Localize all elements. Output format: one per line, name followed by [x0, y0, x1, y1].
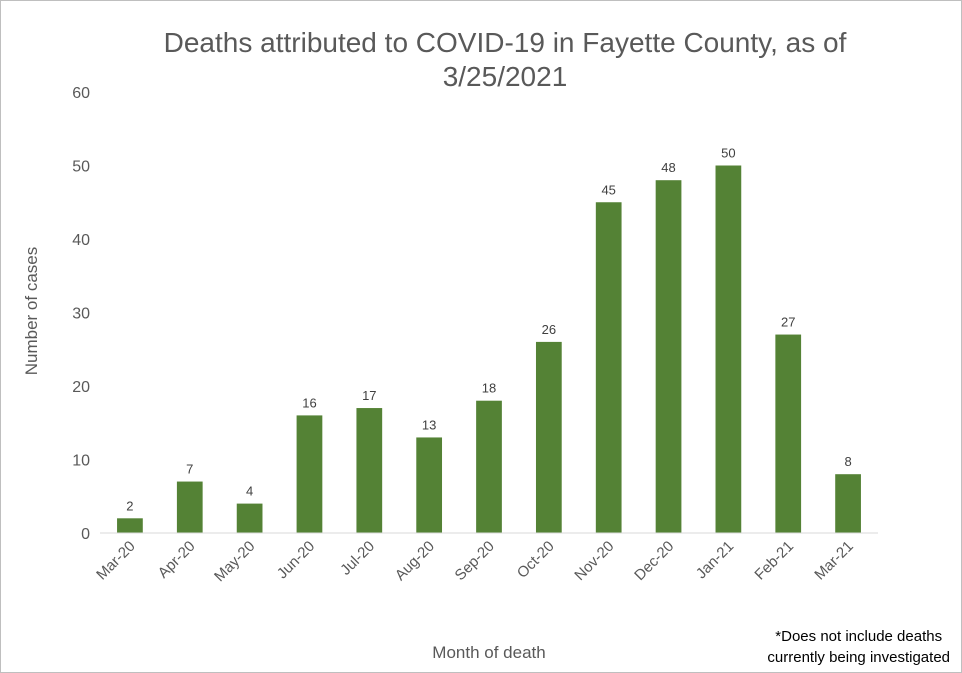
data-label: 4: [246, 484, 253, 499]
data-label: 7: [186, 462, 193, 477]
y-tick-label: 50: [72, 159, 90, 176]
x-axis-ticks: Mar-20 Apr-20 May-20 Jun-20 Jul-20 Aug-20 Sep-…: [93, 538, 857, 585]
x-tick-label: Mar-20: [93, 538, 139, 584]
data-label: 48: [661, 160, 675, 175]
chart-title-line-1: Deaths attributed to COVID-19 in Fayette…: [163, 27, 847, 58]
x-tick-label: Jun-20: [274, 538, 318, 582]
x-tick-label: Dec-20: [631, 538, 677, 584]
footnote: *Does not include deaths currently being…: [767, 626, 950, 668]
bar: [296, 415, 323, 533]
x-tick-label: Nov-20: [571, 538, 617, 584]
bar: [835, 474, 861, 533]
bar: [535, 341, 562, 533]
bar: [117, 518, 143, 533]
x-tick-label: Aug-20: [392, 538, 438, 584]
y-tick-label: 20: [72, 379, 90, 396]
y-tick-label: 60: [72, 85, 90, 102]
data-label: 26: [542, 322, 556, 337]
footnote-line-1: *Does not include deaths: [775, 628, 943, 645]
footnote-line-2: currently being investigated: [767, 649, 950, 666]
data-label: 45: [601, 182, 615, 197]
y-tick-label: 30: [72, 306, 90, 323]
y-axis-label: Number of cases: [22, 247, 41, 376]
data-label: 50: [721, 146, 735, 161]
bar: [416, 437, 443, 533]
bar: [176, 481, 203, 533]
x-tick-label: Jan-21: [693, 538, 737, 582]
x-tick-label: Jul-20: [337, 538, 378, 579]
y-axis-ticks: 0 10 20 30 40 50 60: [72, 85, 90, 543]
data-label: 13: [422, 417, 436, 432]
x-tick-label: Oct-20: [514, 538, 558, 582]
x-tick-label: May-20: [211, 538, 258, 585]
data-label: 17: [362, 388, 376, 403]
chart-title-line-2: 3/25/2021: [442, 61, 568, 92]
x-tick-label: Feb-21: [751, 538, 797, 584]
bar: [715, 165, 742, 533]
bar: [775, 334, 802, 533]
bars: [117, 165, 861, 533]
y-tick-label: 40: [72, 232, 90, 249]
x-tick-label: Sep-20: [452, 538, 498, 584]
data-label: 8: [844, 454, 851, 469]
x-tick-label: Mar-21: [811, 538, 857, 584]
bar: [595, 202, 622, 533]
bar: [655, 180, 682, 533]
y-tick-label: 0: [81, 526, 90, 543]
data-label: 16: [302, 395, 316, 410]
data-label: 18: [482, 381, 496, 396]
bar: [356, 408, 383, 533]
x-axis-label: Month of death: [432, 643, 545, 662]
bar: [476, 400, 502, 533]
data-label: 2: [126, 498, 133, 513]
bar: [236, 503, 263, 533]
data-label: 27: [781, 315, 795, 330]
y-tick-label: 10: [72, 453, 90, 470]
x-tick-label: Apr-20: [155, 538, 199, 582]
